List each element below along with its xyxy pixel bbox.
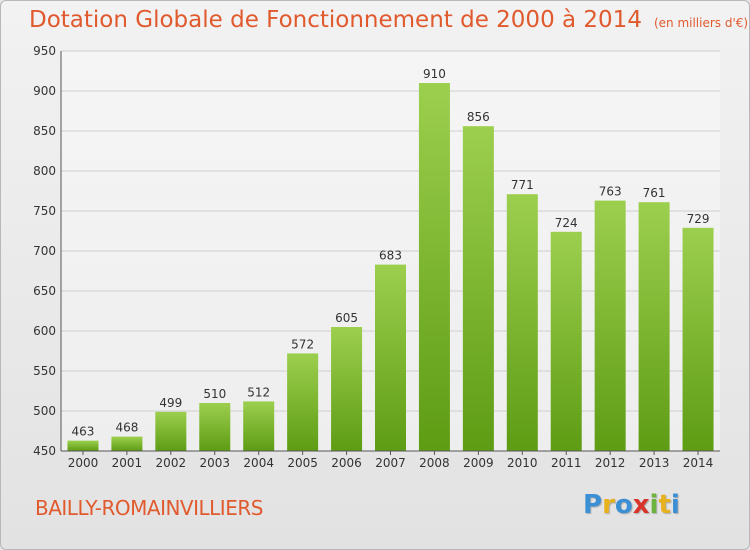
- logo-letter: o: [614, 490, 633, 520]
- data-label: 572: [291, 337, 314, 351]
- data-label: 761: [643, 186, 666, 200]
- x-tick-label: 2008: [419, 456, 450, 470]
- x-tick-label: 2000: [68, 456, 99, 470]
- bar-2010: [506, 194, 538, 451]
- x-tick-label: 2001: [112, 456, 143, 470]
- x-tick-label: 2011: [551, 456, 582, 470]
- x-tick-label: 2013: [639, 456, 670, 470]
- y-tick-label: 700: [33, 244, 56, 258]
- bar-2014: [682, 227, 714, 451]
- chart-subtitle: (en milliers d'€): [653, 16, 749, 30]
- title-text: Dotation Globale de Fonctionnement de 20…: [29, 7, 642, 33]
- y-tick-label: 650: [33, 284, 56, 298]
- data-label: 724: [555, 216, 578, 230]
- bar-2008: [418, 83, 450, 451]
- y-tick-label: 950: [33, 44, 56, 58]
- logo-letter: P: [583, 490, 603, 520]
- x-tick-label: 2007: [375, 456, 406, 470]
- bar-2002: [155, 411, 187, 451]
- bar-2001: [111, 436, 143, 451]
- logo-letter: r: [602, 490, 615, 520]
- data-label: 763: [599, 185, 622, 199]
- data-label: 771: [511, 178, 534, 192]
- x-tick-label: 2009: [463, 456, 494, 470]
- bar-2007: [375, 264, 406, 451]
- bar-2003: [199, 403, 231, 451]
- data-label: 910: [423, 67, 446, 81]
- data-label: 683: [379, 249, 402, 263]
- bar-2005: [287, 353, 319, 451]
- data-label: 856: [467, 110, 490, 124]
- y-tick-label: 550: [33, 364, 56, 378]
- logo-letter: i: [649, 490, 659, 520]
- y-tick-label: 800: [33, 164, 56, 178]
- x-tick-label: 2005: [287, 456, 318, 470]
- x-tick-label: 2014: [683, 456, 714, 470]
- logo-letter: t: [658, 490, 671, 520]
- y-tick-label: 500: [33, 404, 56, 418]
- logo-letter: i: [670, 490, 680, 520]
- bar-2009: [462, 126, 494, 451]
- y-tick-label: 900: [33, 84, 56, 98]
- x-tick-label: 2004: [243, 456, 274, 470]
- data-label: 499: [159, 396, 182, 410]
- x-tick-label: 2002: [156, 456, 187, 470]
- data-label: 729: [687, 212, 710, 226]
- data-label: 468: [115, 421, 138, 435]
- x-tick-label: 2006: [331, 456, 362, 470]
- x-tick-label: 2003: [199, 456, 230, 470]
- data-label: 510: [203, 387, 226, 401]
- commune-name: BAILLY-ROMAINVILLIERS: [35, 496, 263, 520]
- data-label: 463: [72, 425, 95, 439]
- y-tick-label: 750: [33, 204, 56, 218]
- x-tick-label: 2010: [507, 456, 538, 470]
- bar-2004: [243, 401, 275, 451]
- proxiti-logo: Proxiti: [583, 490, 680, 520]
- y-tick-label: 600: [33, 324, 56, 338]
- data-label: 605: [335, 311, 358, 325]
- bar-2013: [638, 202, 670, 451]
- y-tick-label: 450: [33, 444, 56, 458]
- x-tick-label: 2012: [595, 456, 626, 470]
- chart-title: Dotation Globale de Fonctionnement de 20…: [29, 7, 748, 33]
- bar-2000: [67, 440, 99, 451]
- logo-letter: x: [632, 490, 650, 520]
- bar-2011: [550, 231, 582, 451]
- y-tick-label: 850: [33, 124, 56, 138]
- bar-2012: [594, 200, 626, 451]
- data-label: 512: [247, 385, 270, 399]
- bar-2006: [331, 327, 363, 451]
